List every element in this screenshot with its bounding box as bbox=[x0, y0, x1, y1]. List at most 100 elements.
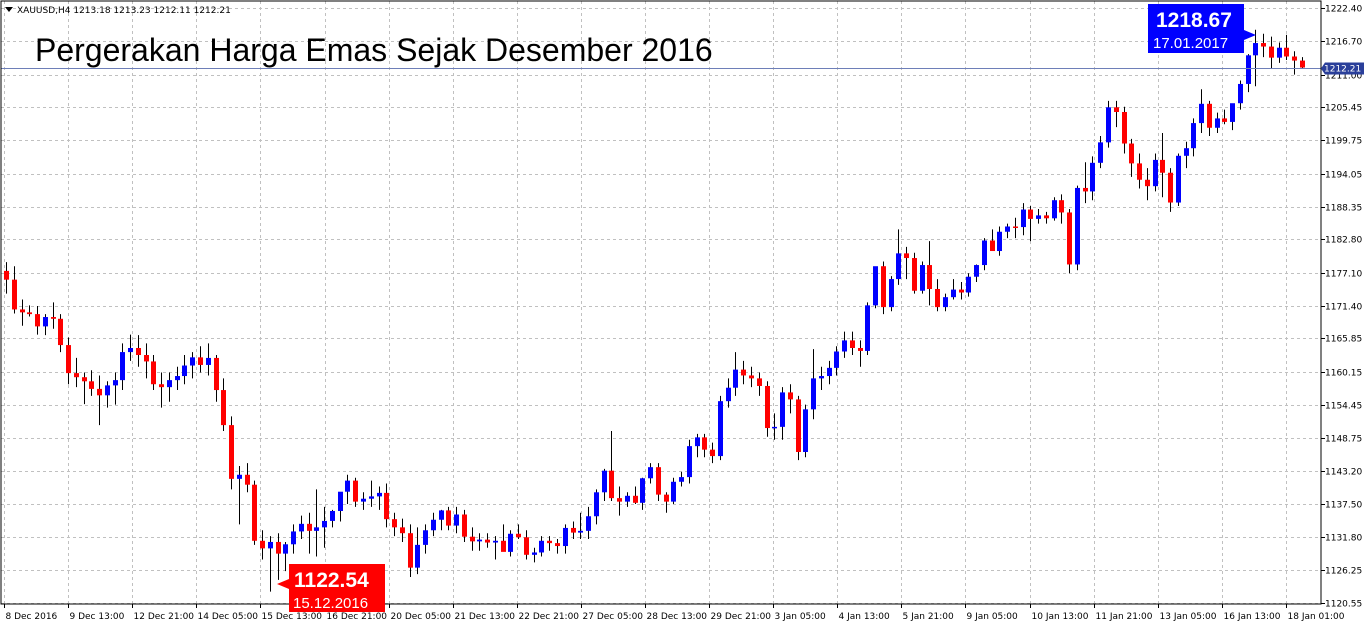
candle-bearish bbox=[1160, 133, 1165, 198]
candle-body bbox=[1059, 200, 1064, 213]
symbol-info: XAUUSD,H4 1213.18 1213.23 1212.11 1212.2… bbox=[17, 6, 231, 16]
x-tick-label: 16 Jan 13:00 bbox=[1224, 612, 1281, 622]
candle-bearish bbox=[749, 366, 754, 388]
candle-body bbox=[1277, 47, 1282, 58]
candle-bearish bbox=[66, 337, 71, 385]
candle-body bbox=[206, 357, 211, 365]
candle-bullish bbox=[423, 524, 428, 554]
candle-bearish bbox=[20, 299, 25, 326]
candle-bearish bbox=[214, 355, 219, 402]
candle-body bbox=[1238, 83, 1243, 104]
candle-bullish bbox=[190, 352, 195, 379]
dropdown-triangle-icon[interactable] bbox=[5, 7, 13, 12]
candle-bullish bbox=[726, 378, 731, 408]
candle-body bbox=[307, 523, 312, 531]
candle-bullish bbox=[648, 463, 653, 484]
low-date: 15.12.2016 bbox=[293, 595, 368, 612]
candle-bearish bbox=[617, 486, 622, 516]
candle-bearish bbox=[788, 384, 793, 414]
candle-bearish bbox=[571, 521, 576, 540]
candle-bullish bbox=[322, 506, 327, 548]
candle-body bbox=[741, 369, 746, 376]
candle-body bbox=[524, 537, 529, 555]
candle-bullish bbox=[1215, 112, 1220, 134]
candle-body bbox=[1215, 118, 1220, 128]
candle-body bbox=[1090, 162, 1095, 192]
candle-body bbox=[516, 533, 521, 538]
current-price-label: 1212.21 bbox=[1324, 65, 1361, 75]
candle-body bbox=[392, 519, 397, 528]
candle-body bbox=[74, 373, 79, 378]
candle-bullish bbox=[563, 524, 568, 554]
candle-bullish bbox=[175, 366, 180, 391]
candle-bearish bbox=[912, 252, 917, 294]
candle-bearish bbox=[1122, 106, 1127, 154]
candle-body bbox=[1292, 56, 1297, 61]
candle-bearish bbox=[1028, 206, 1033, 242]
candle-bearish bbox=[741, 360, 746, 385]
candle-body bbox=[1098, 142, 1103, 163]
candle-bullish bbox=[966, 273, 971, 297]
candle-body bbox=[1052, 200, 1057, 219]
candle-bearish bbox=[136, 335, 141, 367]
y-tick-label: 1222.40 bbox=[1325, 5, 1362, 15]
candle-body bbox=[1114, 107, 1119, 112]
candle-body bbox=[58, 318, 63, 346]
candle-body bbox=[493, 540, 498, 543]
candle-body bbox=[454, 514, 459, 526]
candle-body bbox=[539, 540, 544, 553]
x-tick-label: 16 Dec 21:00 bbox=[327, 612, 388, 622]
candle-body bbox=[532, 552, 537, 555]
candle-body bbox=[772, 426, 777, 429]
current-price-tag-shape bbox=[1321, 62, 1364, 75]
candle-body bbox=[858, 348, 863, 351]
candle-bullish bbox=[811, 349, 816, 420]
candle-body bbox=[260, 540, 265, 549]
candle-bearish bbox=[27, 305, 32, 317]
candle-bearish bbox=[74, 357, 79, 388]
candle-bullish bbox=[974, 264, 979, 282]
candle-body bbox=[1021, 209, 1026, 228]
candle-bullish bbox=[679, 471, 684, 487]
candle-body bbox=[66, 345, 71, 374]
candle-body bbox=[819, 376, 824, 379]
y-tick-label: 1137.50 bbox=[1325, 501, 1362, 511]
candle-body bbox=[462, 514, 467, 537]
candle-body bbox=[1168, 172, 1173, 203]
candle-body bbox=[51, 317, 56, 319]
candle-bullish bbox=[594, 489, 599, 525]
candle-bullish bbox=[283, 541, 288, 572]
candle-bullish bbox=[508, 530, 513, 557]
candle-body bbox=[571, 527, 576, 533]
candle-body bbox=[446, 510, 451, 526]
candle-bullish bbox=[377, 486, 382, 510]
candle-body bbox=[1191, 123, 1196, 149]
candle-body bbox=[415, 544, 420, 568]
candle-bearish bbox=[89, 370, 94, 396]
candle-body bbox=[1230, 103, 1235, 122]
low-value: 1122.54 bbox=[294, 569, 369, 592]
candle-body bbox=[702, 437, 707, 450]
candle-bearish bbox=[307, 512, 312, 554]
y-tick-label: 1182.80 bbox=[1325, 236, 1362, 246]
candle-bullish bbox=[982, 238, 987, 271]
candle-body bbox=[1261, 43, 1266, 47]
candle-bullish bbox=[586, 506, 591, 540]
candle-body bbox=[547, 540, 552, 544]
candle-bullish bbox=[182, 355, 187, 385]
y-tick-label: 1205.45 bbox=[1325, 104, 1362, 114]
candle-body bbox=[283, 544, 288, 554]
candle-body bbox=[35, 314, 40, 327]
candle-bearish bbox=[1269, 36, 1274, 69]
candle-bullish bbox=[299, 515, 304, 540]
x-tick-label: 20 Dec 05:00 bbox=[391, 612, 452, 622]
candle-bearish bbox=[547, 536, 552, 551]
candle-body bbox=[671, 481, 676, 502]
y-tick-label: 1177.10 bbox=[1325, 270, 1362, 280]
candle-bullish bbox=[640, 477, 645, 510]
candle-bullish bbox=[997, 226, 1002, 256]
candle-bullish bbox=[1106, 100, 1111, 148]
high-date: 17.01.2017 bbox=[1153, 35, 1228, 52]
candle-body bbox=[927, 265, 932, 289]
